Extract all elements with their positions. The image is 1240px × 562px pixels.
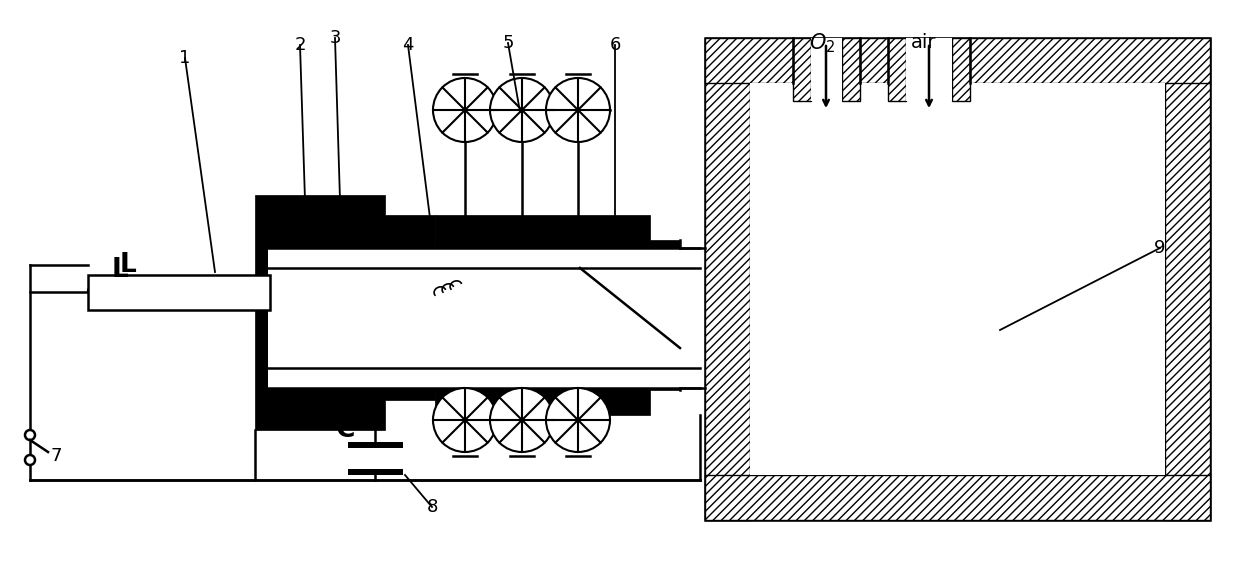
Bar	[952, 38, 970, 101]
Text: 8: 8	[427, 498, 438, 516]
Bar	[88, 275, 270, 310]
Bar	[706, 38, 750, 520]
Circle shape	[25, 455, 35, 465]
Bar	[794, 38, 811, 101]
Text: air: air	[911, 34, 936, 52]
Bar	[750, 83, 1166, 475]
Text: 3: 3	[330, 29, 341, 47]
Text: L: L	[112, 257, 129, 283]
Bar	[348, 469, 403, 475]
Bar	[888, 38, 906, 101]
Text: L: L	[119, 252, 136, 278]
Circle shape	[546, 78, 610, 142]
Circle shape	[433, 388, 497, 452]
Bar	[706, 38, 1210, 83]
Text: 2: 2	[294, 36, 306, 54]
Circle shape	[490, 78, 554, 142]
Circle shape	[490, 388, 554, 452]
Bar	[268, 268, 701, 368]
Circle shape	[546, 388, 610, 452]
Text: 9: 9	[1154, 239, 1166, 257]
Text: 1: 1	[180, 49, 191, 67]
Polygon shape	[435, 215, 680, 415]
Circle shape	[433, 78, 497, 142]
Text: 5: 5	[502, 34, 513, 52]
Text: 4: 4	[402, 36, 414, 54]
Text: 6: 6	[609, 36, 621, 54]
Text: 7: 7	[50, 447, 62, 465]
Bar	[811, 38, 842, 101]
Bar	[706, 38, 1210, 520]
Circle shape	[25, 430, 35, 440]
Text: $O_2$: $O_2$	[808, 31, 836, 55]
Bar	[906, 38, 952, 101]
Bar	[348, 442, 403, 448]
Bar	[842, 38, 861, 101]
Text: C: C	[335, 417, 355, 443]
Bar	[706, 475, 1210, 520]
Bar	[1166, 38, 1210, 520]
Bar	[268, 248, 701, 388]
Polygon shape	[255, 195, 435, 430]
